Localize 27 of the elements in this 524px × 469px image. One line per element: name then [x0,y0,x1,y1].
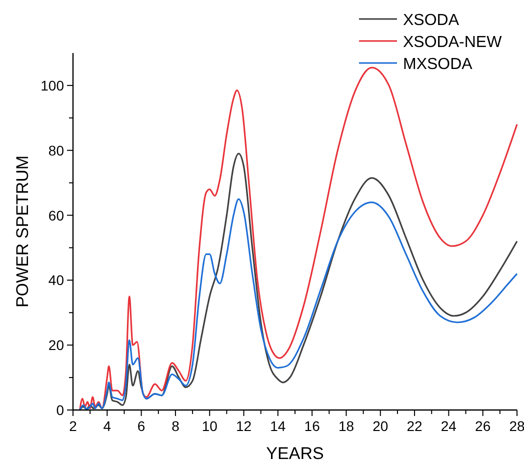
y-tick-label: 0 [56,402,64,418]
x-tick-label: 26 [475,418,491,434]
y-tick-label: 60 [48,207,64,224]
x-tick-label: 6 [137,418,146,434]
x-tick-label: 28 [509,418,524,434]
line-series [79,152,518,411]
x-tick-label: 24 [440,418,457,434]
y-tick-label: 20 [48,337,64,354]
x-tick-label: 20 [372,418,388,434]
x-tick-label: 18 [338,418,354,434]
x-tick-label: 4 [103,418,112,434]
x-tick-label: 16 [304,418,320,434]
legend-label: XSODA-NEW [403,34,503,51]
y-tick-label: 100 [40,77,64,94]
y-tick-label: 80 [48,142,64,158]
x-tick-label: 8 [172,418,180,434]
x-tick-label: 22 [406,418,423,434]
line-series [79,198,518,411]
y-axis-title: POWER SPETRUM [13,155,32,308]
legend-label: MXSODA [403,56,473,73]
x-axis-title: YEARS [266,444,324,463]
legend-label: XSODA [403,12,460,29]
y-tick-label: 40 [48,272,64,288]
x-tick-label: 14 [270,418,286,434]
x-tick-label: 12 [236,418,252,434]
x-tick-label: 10 [202,418,218,434]
x-tick-label: 2 [69,418,78,434]
